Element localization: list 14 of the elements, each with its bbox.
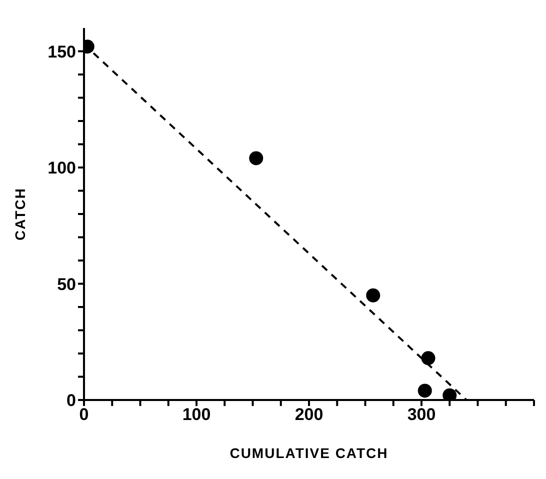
x-tick-label: 0	[79, 405, 89, 424]
x-tick-label: 200	[294, 405, 324, 424]
y-tick-label: 0	[66, 391, 76, 410]
x-tick-label: 300	[407, 405, 436, 424]
point	[418, 384, 432, 398]
x-tick-label: 100	[182, 405, 211, 424]
y-tick-label: 50	[57, 274, 76, 294]
point	[249, 151, 264, 166]
point	[421, 351, 436, 366]
point	[366, 288, 380, 302]
y-tick-label: 100	[48, 158, 76, 178]
x-axis-title: CUMULATIVE CATCH	[230, 445, 388, 461]
y-tick-label: 150	[48, 42, 76, 62]
y-axis-title: CATCH	[12, 188, 28, 240]
